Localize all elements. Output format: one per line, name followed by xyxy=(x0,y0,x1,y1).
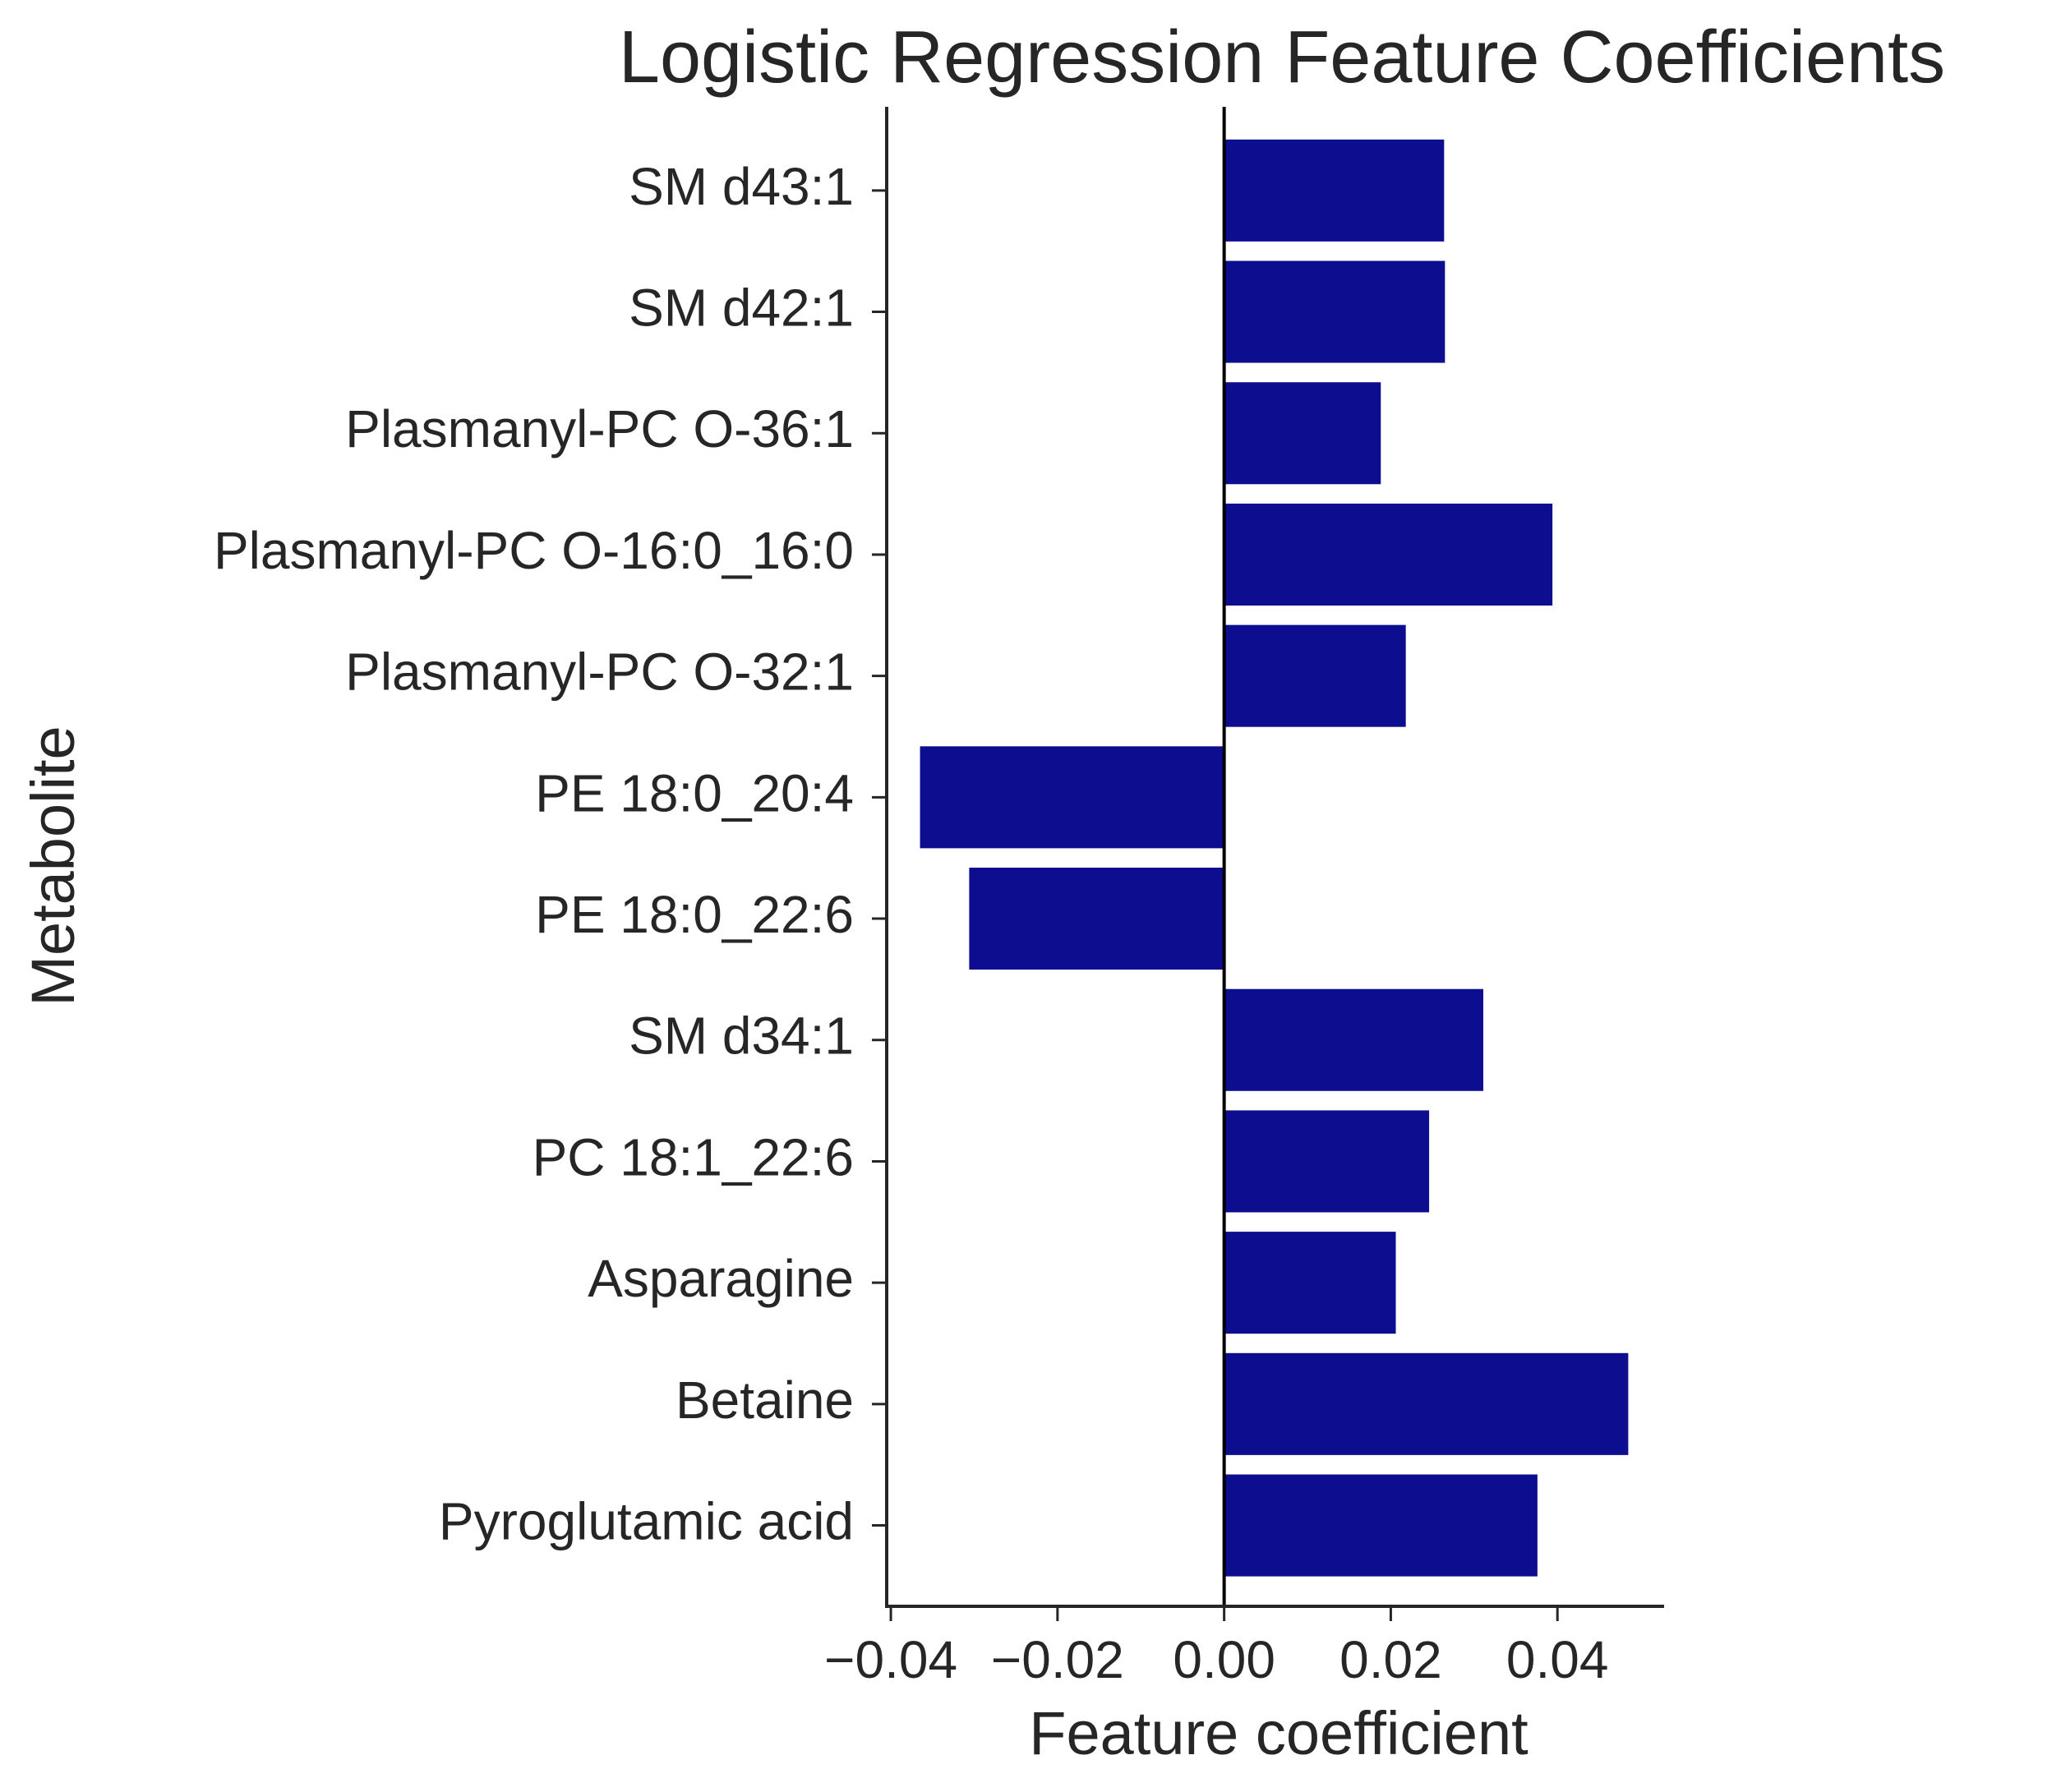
x-axis-ticks: −0.04 −0.02 0.00 0.02 0.04 xyxy=(824,1606,1608,1689)
y-tick-label: Pyroglutamic acid xyxy=(439,1491,854,1550)
y-axis-label: Metabolite xyxy=(19,726,87,1006)
chart-title: Logistic Regression Feature Coefficients xyxy=(619,16,1945,99)
y-tick-label: SM d34:1 xyxy=(629,1007,854,1066)
bar xyxy=(920,746,1224,849)
y-tick-label: Betaine xyxy=(675,1370,854,1430)
bar xyxy=(1224,1474,1538,1577)
bar xyxy=(1224,988,1483,1091)
y-tick-label: Asparagine xyxy=(588,1249,854,1308)
y-tick-label: Plasmanyl-PC O-16:0_16:0 xyxy=(214,521,854,580)
bar xyxy=(1224,1110,1430,1213)
y-tick-label: SM d42:1 xyxy=(629,278,854,337)
y-tick-label: SM d43:1 xyxy=(629,157,854,216)
y-tick-label: Plasmanyl-PC O-36:1 xyxy=(345,399,854,458)
y-axis-ticks: SM d43:1 SM d42:1 Plasmanyl-PC O-36:1 Plasm… xyxy=(214,157,887,1550)
x-tick-label: −0.02 xyxy=(991,1630,1124,1689)
bar xyxy=(1224,503,1553,606)
bar xyxy=(1224,260,1445,363)
x-axis-label: Feature coefficient xyxy=(1029,1699,1528,1767)
bar xyxy=(1224,139,1445,242)
bars-group xyxy=(920,139,1629,1577)
y-tick-label: Plasmanyl-PC O-32:1 xyxy=(345,643,854,702)
bar xyxy=(969,868,1224,970)
y-tick-label: PE 18:0_20:4 xyxy=(535,763,854,822)
bar xyxy=(1224,382,1381,485)
bar xyxy=(1224,624,1406,727)
bar xyxy=(1224,1232,1396,1334)
y-tick-label: PC 18:1_22:6 xyxy=(533,1127,854,1186)
x-tick-label: 0.04 xyxy=(1506,1630,1609,1689)
bar xyxy=(1224,1352,1629,1455)
x-tick-label: 0.02 xyxy=(1339,1630,1442,1689)
y-tick-label: PE 18:0_22:6 xyxy=(535,885,854,944)
x-tick-label: 0.00 xyxy=(1173,1630,1275,1689)
x-tick-label: −0.04 xyxy=(824,1630,957,1689)
